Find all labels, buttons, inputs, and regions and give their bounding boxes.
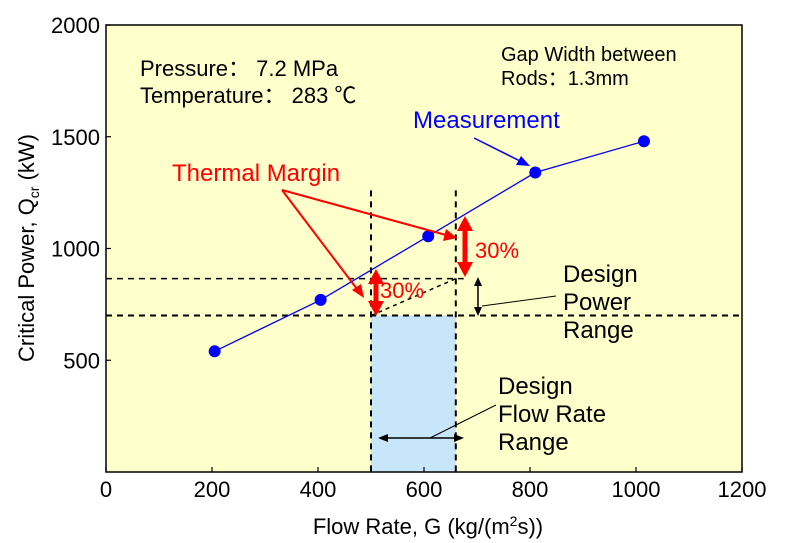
design-flow-label-line3: Range	[498, 429, 569, 456]
thermal-margin-arrowhead-lower	[352, 284, 364, 298]
margin-arrow-upper-top-head	[457, 216, 473, 231]
thermal-margin-pointer-upper	[281, 189, 447, 236]
design-flow-label-line2: Flow Rate	[498, 401, 606, 428]
design-flow-pointer-line	[429, 404, 497, 439]
design-power-label-line3: Range	[563, 317, 634, 344]
y-tick-label: 1000	[51, 237, 100, 262]
data-point	[208, 345, 221, 358]
margin-arrow-lower-bottom-head	[368, 301, 384, 316]
measurement-series	[208, 135, 650, 358]
margin-arrow-lower-top-head	[368, 269, 384, 284]
x-tick-label: 1000	[612, 477, 661, 502]
thermal-margin-label: Thermal Margin	[172, 160, 340, 187]
y-axis-title: Critical Power, Qcr (kW)	[14, 134, 42, 362]
y-tick-label: 500	[63, 348, 100, 373]
measurement-pointer-line	[473, 137, 523, 163]
design-flow-region	[371, 315, 456, 472]
x-tick-label: 600	[406, 477, 443, 502]
thermal-margin-arrowhead-upper	[443, 229, 457, 241]
thermal-margin-pointer-lower	[281, 189, 358, 290]
x-tick-label: 800	[512, 477, 549, 502]
design-flow-arrowhead-left	[378, 434, 388, 442]
design-flow-label-line1: Design	[498, 373, 573, 400]
pressure-label: Pressure： 7.2 MPa	[140, 56, 339, 81]
x-tick-label: 0	[100, 477, 112, 502]
design-flow-arrowhead-right	[454, 434, 464, 442]
gap-width-label-line2: Rods：1.3mm	[501, 68, 629, 90]
design-power-pointer-line	[481, 295, 557, 307]
measurement-pointer-arrowhead	[516, 156, 530, 166]
x-axis-title: Flow Rate, G (kg/(m2s))	[313, 513, 543, 539]
design-power-label-line2: Power	[563, 289, 631, 316]
temperature-label: Temperature： 283 ℃	[140, 83, 356, 108]
design-power-arrowhead-top	[474, 277, 482, 286]
margin-arrow-upper-bottom-head	[457, 262, 473, 277]
margin-arrows	[368, 216, 473, 316]
gap-width-label-line1: Gap Width between	[501, 44, 677, 66]
x-tick-label: 1200	[718, 477, 767, 502]
x-tick-label: 400	[300, 477, 337, 502]
data-point	[314, 293, 327, 306]
design-power-label-line1: Design	[563, 261, 638, 288]
data-point	[422, 230, 435, 243]
y-tick-label: 1500	[51, 125, 100, 150]
design-power-arrowhead-bottom	[474, 307, 482, 316]
x-tick-label: 200	[194, 477, 231, 502]
measurement-label: Measurement	[413, 107, 560, 134]
margin-label-upper: 30%	[475, 238, 519, 263]
margin-label-lower: 30%	[380, 278, 424, 303]
data-point	[529, 166, 542, 179]
y-tick-label: 2000	[51, 13, 100, 38]
data-point	[637, 135, 650, 148]
